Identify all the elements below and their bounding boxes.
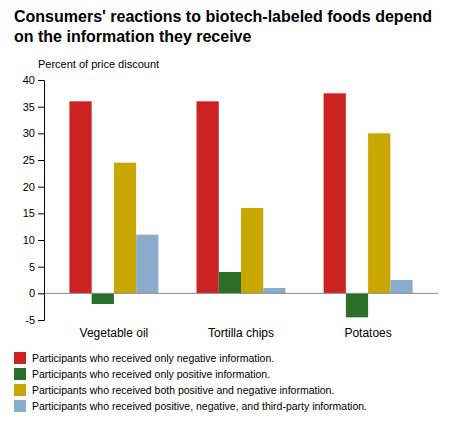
x-tick-label: Potatoes	[344, 326, 391, 340]
y-tick: 5	[29, 261, 44, 273]
y-tick-label: 5	[29, 261, 35, 273]
y-tick-label: 0	[29, 287, 35, 299]
x-axis: Vegetable oil Tortilla chips Potatoes	[80, 326, 392, 340]
bar	[390, 280, 412, 293]
x-tick-label: Tortilla chips	[208, 326, 274, 340]
legend-swatch	[14, 384, 26, 396]
y-axis-title: Percent of price discount	[38, 58, 159, 70]
y-tick: 20	[23, 181, 44, 193]
bar	[241, 208, 263, 293]
y-tick-mark	[38, 240, 44, 241]
y-tick-mark	[38, 187, 44, 188]
y-tick: 15	[23, 207, 44, 219]
y-tick-mark	[38, 320, 44, 321]
bar	[197, 101, 219, 293]
y-axis: -5 0 5 10 15 20 25 30 35 40	[23, 74, 45, 326]
legend-item: Participants who received only negative …	[14, 352, 274, 364]
plot-area	[69, 93, 412, 317]
legend-swatch	[14, 352, 26, 364]
bar	[136, 235, 158, 294]
bar	[263, 288, 285, 293]
y-tick-label: 20	[23, 181, 35, 193]
y-tick-label: 25	[23, 154, 35, 166]
y-tick: 40	[23, 74, 44, 86]
legend-label: Participants who received only negative …	[32, 352, 274, 364]
y-tick-label: 30	[23, 127, 35, 139]
legend-item: Participants who received both positive …	[14, 384, 334, 396]
x-tick-label: Vegetable oil	[80, 326, 149, 340]
legend-label: Participants who received only positive …	[32, 368, 270, 380]
bar-series	[69, 93, 345, 293]
bar	[69, 101, 91, 293]
y-axis-line	[38, 81, 45, 321]
y-tick-mark	[38, 267, 44, 268]
bar	[324, 93, 346, 293]
legend: Participants who received only negative …	[14, 352, 367, 412]
y-tick: -5	[25, 314, 44, 326]
y-tick-label: 10	[23, 234, 35, 246]
legend-item: Participants who received positive, nega…	[14, 400, 367, 412]
legend-label: Participants who received both positive …	[32, 384, 334, 396]
y-tick-mark	[38, 213, 44, 214]
y-tick-label: 40	[23, 74, 35, 86]
y-tick-mark	[38, 80, 44, 81]
bar	[368, 133, 390, 293]
chart: Consumers' reactions to biotech-labeled …	[0, 0, 450, 426]
title: Consumers' reactions to biotech-labeled …	[14, 8, 432, 25]
y-tick: 10	[23, 234, 44, 246]
bar-series	[136, 235, 412, 294]
y-tick-label: 15	[23, 207, 35, 219]
bar-series	[114, 133, 390, 293]
legend-item: Participants who received only positive …	[14, 368, 270, 380]
x-tick: Potatoes	[344, 326, 391, 340]
y-tick-label: -5	[25, 314, 35, 326]
bar	[346, 293, 368, 317]
x-tick: Vegetable oil	[80, 326, 149, 340]
y-tick-mark	[38, 160, 44, 161]
y-tick: 35	[23, 101, 44, 113]
title: on the information they receive	[14, 28, 251, 45]
bar	[219, 272, 241, 293]
zero-line	[44, 293, 438, 294]
bar	[92, 293, 114, 304]
legend-swatch	[14, 400, 26, 412]
x-tick: Tortilla chips	[208, 326, 274, 340]
legend-label: Participants who received positive, nega…	[32, 400, 367, 412]
y-tick-mark	[38, 107, 44, 108]
y-tick: 30	[23, 127, 44, 139]
y-tick: 25	[23, 154, 44, 166]
legend-swatch	[14, 368, 26, 380]
y-tick-label: 35	[23, 101, 35, 113]
y-tick-mark	[38, 133, 44, 134]
bar	[114, 163, 136, 294]
y-tick: 0	[29, 287, 44, 299]
y-tick-mark	[38, 293, 44, 294]
